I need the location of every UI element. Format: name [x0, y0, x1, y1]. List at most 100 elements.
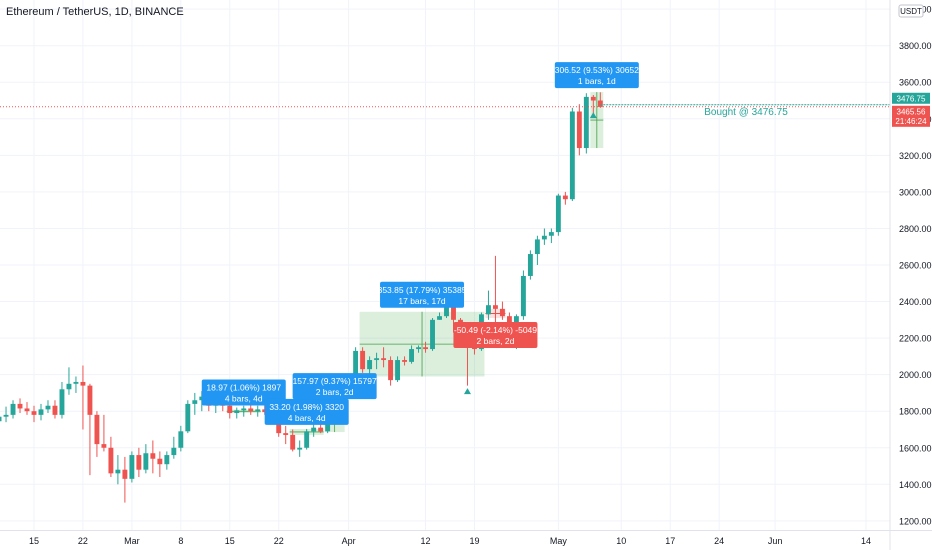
candle-body	[416, 347, 421, 350]
x-tick-label: 15	[29, 536, 39, 546]
measure-callout	[201, 379, 286, 406]
y-tick-label: 1600.00	[899, 443, 932, 453]
candle-body	[283, 433, 289, 435]
candle-body	[234, 410, 240, 414]
callout-line1: 306.52 (9.53%) 30652	[555, 65, 639, 75]
callout-line2: 1 bars, 1d	[578, 76, 616, 86]
y-tick-label: 1400.00	[899, 480, 932, 490]
y-tick-label: 2400.00	[899, 297, 932, 307]
candle-body	[318, 427, 324, 432]
candle-body	[353, 350, 359, 382]
x-tick-label: May	[550, 536, 568, 546]
candle-body	[101, 444, 107, 448]
x-tick-label: 15	[225, 536, 235, 546]
measure-callout	[264, 398, 349, 425]
x-tick-label: 24	[714, 536, 724, 546]
candle-body	[164, 455, 170, 465]
candle-body	[374, 358, 380, 361]
candle-body	[59, 389, 65, 415]
candle-body	[24, 408, 30, 412]
candle-body	[136, 455, 142, 470]
callout-line1: 33.20 (1.98%) 3320	[269, 402, 344, 412]
candle-body	[381, 358, 387, 361]
candle-body	[311, 427, 317, 432]
candle-body	[583, 96, 589, 149]
candle-body	[527, 254, 533, 276]
y-tick-label: 3200.00	[899, 151, 932, 161]
candles	[0, 92, 603, 503]
callout-line1: 18.97 (1.06%) 1897	[206, 383, 281, 393]
candle-body	[143, 453, 149, 470]
candle-body	[534, 239, 540, 255]
callout-line1: 353.85 (17.79%) 35385	[378, 285, 467, 295]
candle-body	[108, 447, 114, 474]
candle-body	[492, 305, 498, 309]
candle-body	[472, 347, 477, 350]
x-tick-label: Apr	[342, 536, 356, 546]
candle-body	[178, 431, 184, 448]
candle-body	[87, 385, 93, 415]
candle-body	[185, 403, 191, 432]
candle-body	[360, 350, 366, 370]
candle-body	[227, 405, 233, 414]
candle-body	[437, 316, 442, 320]
x-tick-label: Mar	[124, 536, 140, 546]
candle-body	[10, 403, 16, 415]
callout-line2: 17 bars, 17d	[398, 296, 446, 306]
candle-body	[73, 381, 79, 384]
y-tick-label: 2800.00	[899, 224, 932, 234]
y-tick-label: 2600.00	[899, 261, 932, 271]
time-axis[interactable]: 15 22 Mar 8 15 22 Apr 12 19 May 10 17 24 Jun 14	[0, 530, 932, 547]
candle-body	[3, 414, 9, 417]
price-axis[interactable]: 1200.00 1400.00 1600.00 1800.00 2000.00 2200.…	[889, 0, 932, 550]
grid	[0, 0, 890, 530]
candle-body	[66, 383, 72, 390]
candle-body	[367, 360, 373, 370]
measure-callout	[453, 322, 538, 348]
candle-body	[395, 360, 401, 381]
x-tick-label: 22	[78, 536, 88, 546]
candle-body	[17, 403, 23, 409]
candle-body	[157, 458, 163, 465]
candle-body	[80, 381, 86, 386]
trade-label: Bought @ 3476.75	[704, 107, 788, 118]
candle-body	[520, 275, 526, 317]
candle-body	[590, 96, 596, 101]
candle-body	[555, 195, 561, 233]
current-price-badge	[892, 105, 930, 127]
candle-body	[451, 307, 456, 320]
candle-body	[548, 232, 554, 236]
candle-body	[304, 431, 310, 448]
x-tick-label: 19	[469, 536, 479, 546]
callout-line2: 2 bars, 2d	[477, 336, 515, 346]
candle-body	[255, 409, 261, 412]
candle-body	[388, 360, 394, 381]
currency-label: USDT	[900, 7, 922, 16]
candle-body	[409, 349, 414, 362]
candle-body	[576, 111, 582, 149]
y-tick-label: 1200.00	[899, 516, 932, 526]
candle-body	[0, 416, 2, 422]
candle-body	[569, 111, 575, 200]
bought-price-label: 3476.75	[897, 94, 926, 103]
y-tick-label: 2200.00	[899, 334, 932, 344]
y-tick-label: 3800.00	[899, 41, 932, 51]
buy-marker	[589, 112, 597, 119]
x-tick-label: Jun	[768, 536, 783, 546]
candle-body	[171, 447, 177, 456]
buy-marker	[463, 388, 471, 395]
candle-body	[430, 319, 435, 350]
callout-line2: 4 bars, 4d	[288, 413, 326, 423]
current-price-label: 3465.56	[897, 107, 926, 116]
bought-price-badge	[892, 92, 930, 104]
candle-body	[562, 195, 568, 200]
overlays: Bought @ 3476.75	[0, 104, 890, 395]
candle-body	[52, 405, 58, 415]
candle-body	[541, 235, 547, 240]
currency-box	[898, 4, 924, 18]
measure-callout	[380, 281, 465, 308]
candle-body	[290, 434, 296, 450]
candle-body	[241, 408, 247, 411]
